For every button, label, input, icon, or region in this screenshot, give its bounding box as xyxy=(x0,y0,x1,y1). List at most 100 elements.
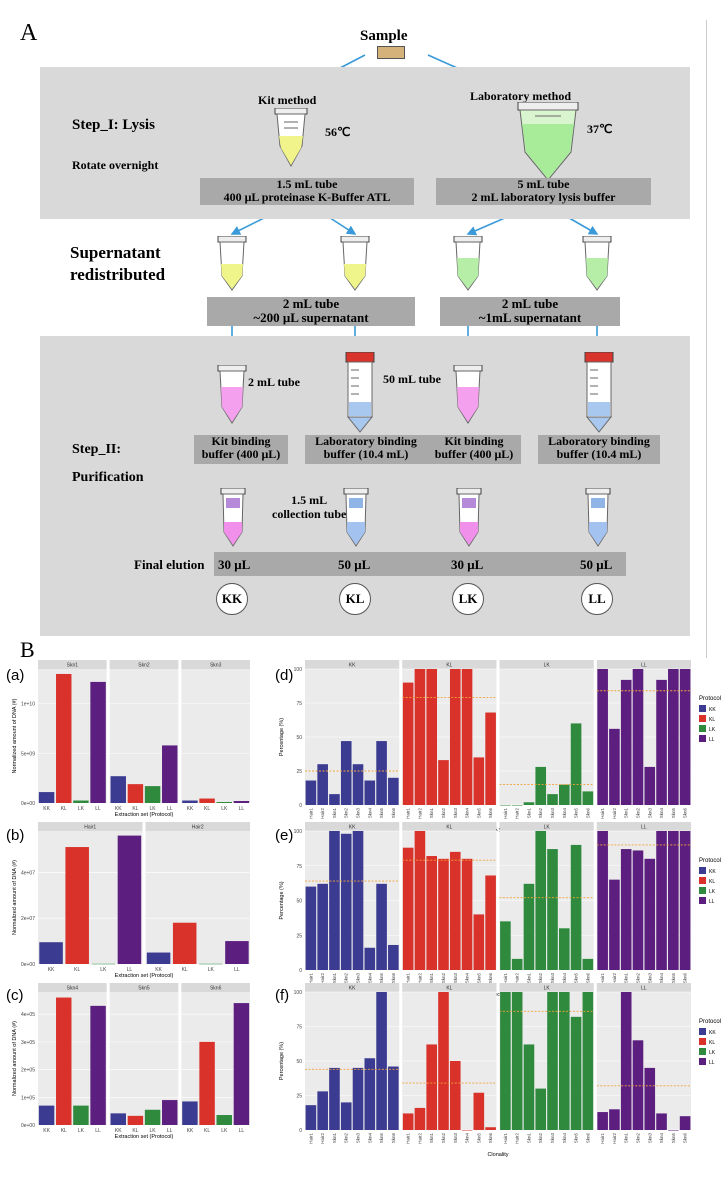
xtick-label: Hair2 xyxy=(612,808,617,819)
xtick-label: Hair1 xyxy=(600,1133,605,1144)
collection-tube-kk-icon xyxy=(220,488,246,547)
bar xyxy=(199,963,223,965)
ytick-label: 75 xyxy=(296,864,302,870)
xtick-label: Skn3 xyxy=(356,1133,361,1144)
bar xyxy=(473,914,485,970)
xtick-label: Skn1 xyxy=(429,973,434,984)
xtick-label: LL xyxy=(239,806,245,812)
ytick-label: 0 xyxy=(299,968,302,974)
chart-d: (d) 0 25 50 75 100 Percentage (%) KK Hair1 Hair2 S… xyxy=(275,660,721,833)
xtick-label: Skn3 xyxy=(647,973,652,984)
bar xyxy=(216,802,232,803)
bar xyxy=(485,875,496,970)
ytick-label: 25 xyxy=(296,1094,302,1100)
bar xyxy=(414,669,426,805)
xtick-label: Skn6 xyxy=(683,973,688,984)
lab-lysis-box-line2: 2 mL laboratory lysis buffer xyxy=(471,190,616,204)
xtick-label: Skn3 xyxy=(453,1133,458,1144)
xtick-label: Hair2 xyxy=(320,1133,325,1144)
code-circle-ll: LL xyxy=(581,583,613,615)
facet-strip xyxy=(596,983,691,992)
facet-strip-label: LL xyxy=(641,986,647,992)
xtick-label: KL xyxy=(61,1128,67,1134)
ytick-label: 2e+07 xyxy=(21,916,35,922)
bar xyxy=(620,679,632,805)
kit-binding-kk-line2: buffer (400 μL) xyxy=(201,447,281,461)
facet-strip-label: Skn6 xyxy=(210,986,222,992)
bar xyxy=(500,921,511,970)
xtick-label: Skn2 xyxy=(635,808,640,819)
ytick-label: 1e+10 xyxy=(21,702,35,708)
bar xyxy=(426,856,438,970)
xtick-label: Hair2 xyxy=(612,1133,617,1144)
xtick-label: LL xyxy=(234,967,240,973)
ytick-label: 100 xyxy=(294,829,303,835)
xtick-label: LK xyxy=(150,806,157,812)
legend-title: Protocol xyxy=(699,1019,721,1025)
sup-box-right-line1: 2 mL tube xyxy=(501,296,559,311)
xtick-label: Skn5 xyxy=(476,1133,481,1144)
bar xyxy=(317,764,328,805)
xtick-label: Skn4 xyxy=(562,1133,567,1144)
facet-strip xyxy=(596,822,691,831)
facet-strip-label: Skn3 xyxy=(210,663,222,669)
bar xyxy=(146,952,171,964)
xtick-label: Skn1 xyxy=(332,808,337,819)
ytick-label: 2e+05 xyxy=(21,1068,35,1074)
legend-swatch xyxy=(699,705,706,712)
legend-label: KK xyxy=(709,1030,716,1036)
facet-strip xyxy=(305,822,400,831)
bar xyxy=(570,723,582,805)
bar xyxy=(73,1105,89,1125)
xtick-label: Hair2 xyxy=(515,1133,520,1144)
xtick-label: KL xyxy=(132,806,138,812)
legend-swatch xyxy=(699,1038,706,1045)
xtick-label: LL xyxy=(127,967,133,973)
panel-a-label: A xyxy=(20,20,38,46)
bar xyxy=(570,844,582,970)
xtick-label: Hair1 xyxy=(406,1133,411,1144)
xtick-label: Skn5 xyxy=(379,808,384,819)
bar xyxy=(402,682,414,805)
xtick-label: Hair2 xyxy=(320,973,325,984)
facet-strip xyxy=(109,983,179,992)
xtick-label: Skn5 xyxy=(574,808,579,819)
code-circle-lk: LK xyxy=(452,583,484,615)
facet-strip xyxy=(38,983,107,992)
xtick-label: KK xyxy=(187,1128,194,1134)
xtick-label: Skn2 xyxy=(538,1133,543,1144)
bar xyxy=(558,928,570,970)
xtick-label: Skn5 xyxy=(379,973,384,984)
facet-strip xyxy=(305,983,400,992)
ylabel: Normalized amount of DNA (#) xyxy=(12,698,18,773)
bar xyxy=(376,992,387,1130)
bar xyxy=(438,858,449,970)
chart-f: (f) 0 25 50 75 100 Percentage (%) KK Hair1 Hair2 S… xyxy=(275,983,721,1158)
xtick-label: Skn2 xyxy=(441,973,446,984)
bar xyxy=(352,831,364,970)
bar xyxy=(547,849,558,970)
collection-tube-ll-icon xyxy=(585,488,611,547)
bar xyxy=(364,780,376,805)
ylabel: Percentage (%) xyxy=(279,881,285,919)
lab-binding-box-ll: Laboratory binding buffer (10.4 mL) xyxy=(538,435,660,464)
bar xyxy=(305,886,317,970)
facet-strip-label: KL xyxy=(446,825,452,831)
bar xyxy=(402,847,414,970)
bar xyxy=(182,1101,198,1125)
facet-strip xyxy=(596,660,691,669)
facet-strip-label: KK xyxy=(349,663,356,669)
facet-strip-label: KK xyxy=(349,986,356,992)
legend-swatch xyxy=(699,1058,706,1065)
bar xyxy=(668,669,679,805)
xtick-label: Skn4 xyxy=(659,1133,664,1144)
ytick-label: 1e+05 xyxy=(21,1095,35,1101)
bar xyxy=(558,784,570,805)
bar xyxy=(461,1130,473,1131)
xtick-label: Skn6 xyxy=(488,1133,493,1144)
bar xyxy=(172,922,197,964)
xtick-label: Skn5 xyxy=(379,1133,384,1144)
bar xyxy=(182,800,198,803)
bar xyxy=(117,835,142,964)
chart-e: (e) 0 25 50 75 100 Percentage (%) KK Hair1 Hair2 S… xyxy=(275,822,721,998)
